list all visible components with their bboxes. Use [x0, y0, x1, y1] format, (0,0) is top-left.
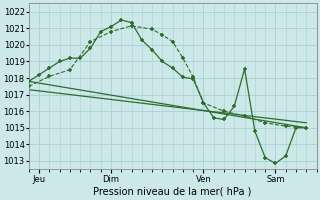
- X-axis label: Pression niveau de la mer( hPa ): Pression niveau de la mer( hPa ): [93, 187, 252, 197]
